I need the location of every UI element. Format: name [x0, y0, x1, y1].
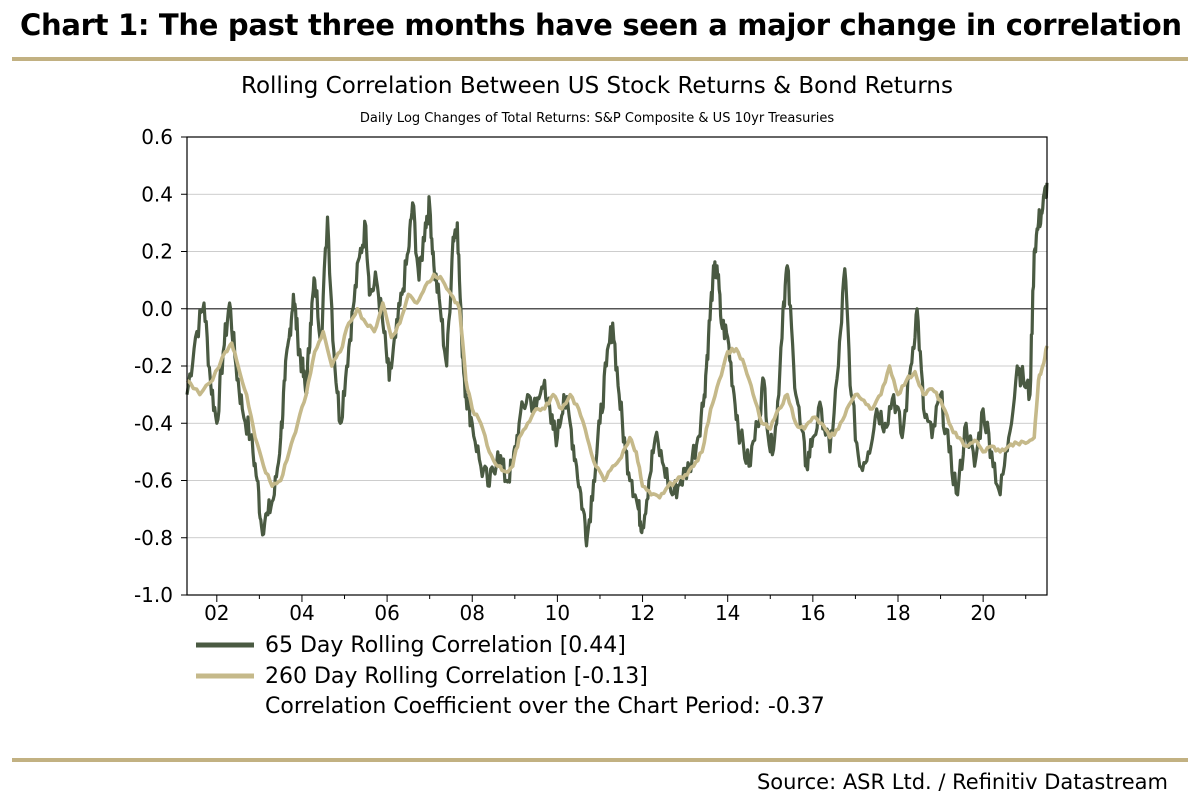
- y-tick-label: -0.2: [134, 354, 173, 378]
- legend-entry: 260 Day Rolling Correlation [-0.13]: [265, 664, 648, 689]
- y-tick-label: 0.6: [141, 125, 173, 149]
- y-tick-label: 0.2: [141, 240, 173, 264]
- x-tick-label: 12: [630, 601, 655, 625]
- source-note: Source: ASR Ltd. / Refinitiv Datastream: [756, 770, 1168, 794]
- x-tick-label: 18: [885, 601, 910, 625]
- x-axis: 02 04 06 08 10 12 14 16 18 20: [204, 595, 1027, 625]
- legend: 65 Day Rolling Correlation [0.44] 260 Day…: [196, 633, 825, 719]
- y-tick-label: 0.4: [141, 182, 173, 206]
- y-tick-label: -1.0: [134, 583, 173, 607]
- y-tick-label: -0.4: [134, 411, 173, 435]
- x-tick-label: 16: [800, 601, 825, 625]
- chart-title: Rolling Correlation Between US Stock Ret…: [241, 73, 953, 99]
- y-tick-label: -0.6: [134, 469, 173, 493]
- chart-subtitle: Daily Log Changes of Total Returns: S&P …: [360, 111, 834, 126]
- x-tick-label: 14: [715, 601, 740, 625]
- y-tick-label: 0.0: [141, 297, 173, 321]
- chart: Rolling Correlation Between US Stock Ret…: [134, 73, 1049, 719]
- x-tick-label: 02: [204, 601, 229, 625]
- series-65-day-line: [185, 182, 1049, 548]
- series-260-day-line: [185, 272, 1049, 500]
- legend-entry: Correlation Coefficient over the Chart P…: [265, 694, 825, 719]
- footer-rule: [12, 758, 1188, 762]
- series-layer: [185, 182, 1049, 548]
- header-rule: [12, 57, 1188, 61]
- legend-entry: 65 Day Rolling Correlation [0.44]: [265, 633, 626, 658]
- page-title: Chart 1: The past three months have seen…: [20, 8, 1182, 42]
- x-tick-label: 10: [545, 601, 570, 625]
- x-tick-label: 08: [460, 601, 485, 625]
- x-tick-label: 20: [970, 601, 995, 625]
- y-tick-label: -0.8: [134, 526, 173, 550]
- y-axis: 0.6 0.4 0.2 0.0 -0.2 -0.4 -0.6 -0.8 -1.0: [134, 125, 187, 607]
- x-tick-label: 04: [289, 601, 314, 625]
- x-tick-label: 06: [374, 601, 399, 625]
